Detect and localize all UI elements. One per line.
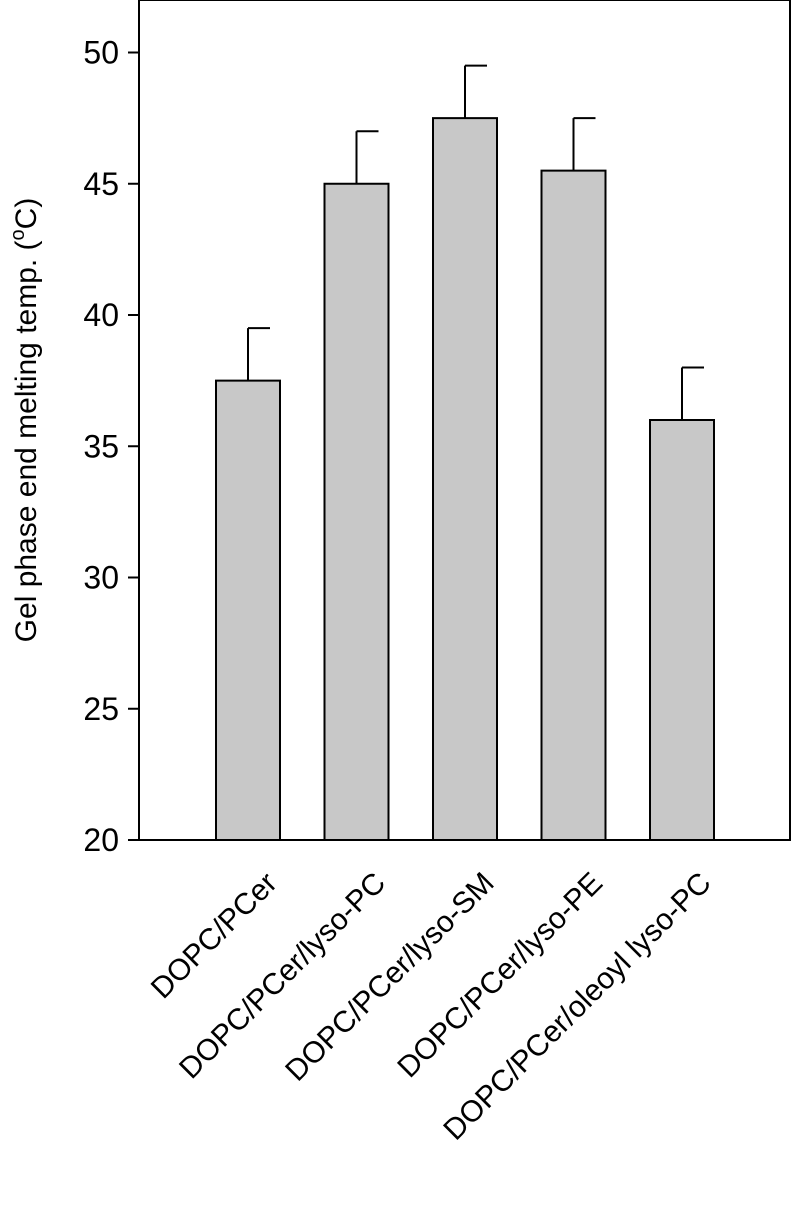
- plot-frame: [138, 0, 791, 841]
- x-axis: DOPC/PCerDOPC/PCer/lyso-PCDOPC/PCer/lyso…: [145, 866, 718, 1146]
- y-axis: 20 25 30 35 40 45 50: [83, 35, 139, 858]
- bar-2: [432, 117, 498, 841]
- y-axis-label-sup: o: [7, 229, 29, 240]
- y-tick-label-2: 30: [83, 560, 119, 596]
- y-tick-label-5: 45: [83, 166, 119, 202]
- y-axis-label-unit: C): [10, 198, 43, 230]
- y-axis-label: Gel phase end melting temp. (oC): [7, 198, 43, 643]
- y-tick-label-6: 50: [83, 35, 119, 71]
- y-tick-label-3: 35: [83, 428, 119, 464]
- y-axis-label-main: Gel phase end melting temp. (: [10, 240, 43, 642]
- bar-1: [323, 182, 390, 841]
- y-tick-label-4: 40: [83, 297, 119, 333]
- bar-3: [540, 169, 607, 841]
- bars-layer: [215, 117, 715, 841]
- y-tick-label-0: 20: [83, 822, 119, 858]
- x-tick-label-1: DOPC/PCer/lyso-PC: [173, 866, 392, 1085]
- y-tick-label-1: 25: [83, 691, 119, 727]
- bar-4: [649, 419, 715, 841]
- error-bars-layer: [247, 64, 704, 420]
- bar-0: [215, 379, 281, 841]
- x-tick-label-3: DOPC/PCer/lyso-PE: [391, 866, 609, 1084]
- x-tick-label-2: DOPC/PCer/lyso-SM: [279, 866, 500, 1087]
